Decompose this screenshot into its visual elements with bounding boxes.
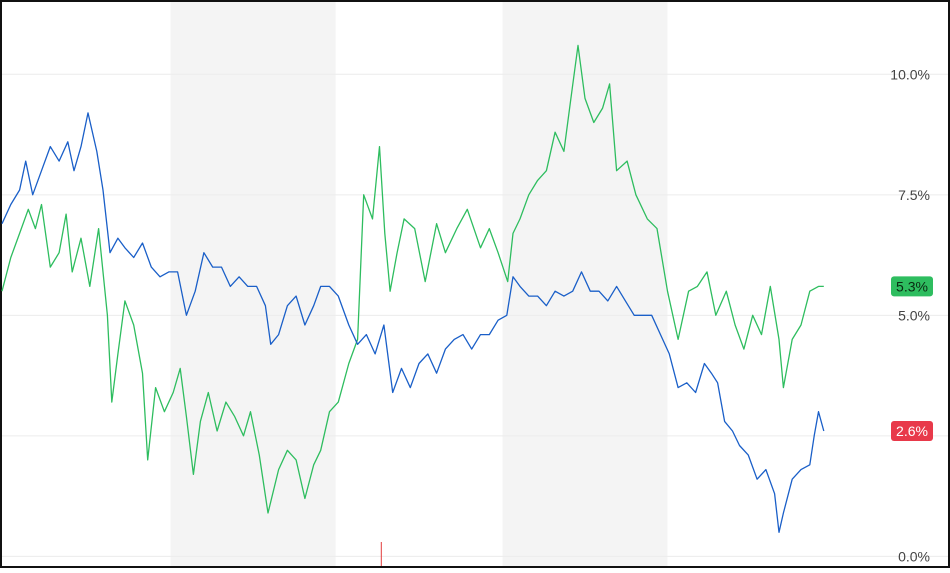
end-label-text-1: 2.6%	[896, 423, 928, 439]
end-value-labels: 5.3% 2.6%	[891, 276, 933, 442]
series-lines	[1, 44, 825, 533]
y-axis-ticks: 0.0% 5.0% 7.5% 10.0%	[890, 66, 930, 564]
shaded-band-1	[502, 2, 668, 566]
end-label-text-0: 5.3%	[896, 278, 928, 294]
shaded-band-0	[170, 2, 336, 566]
y-tick-label: 10.0%	[890, 66, 930, 82]
series-line-0	[1, 44, 824, 514]
y-tick-label: 0.0%	[898, 548, 930, 564]
y-tick-label: 5.0%	[898, 307, 930, 323]
end-label-badge-1	[891, 421, 933, 442]
grid-lines	[2, 73, 948, 557]
y-tick-label: 7.5%	[898, 187, 930, 203]
series-line-1	[1, 112, 825, 533]
end-label-badge-0	[891, 276, 933, 297]
